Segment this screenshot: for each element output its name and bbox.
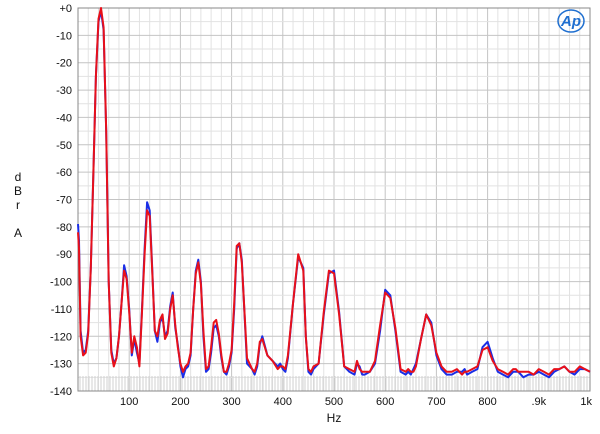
x-tick-label: 500 [325,396,343,408]
y-tick-label: -130 [50,359,72,371]
y-tick-label: -20 [56,58,72,70]
x-tick-label: 1k [580,396,592,408]
x-tick-label: .9k [531,396,546,408]
y-tick-label: -80 [56,222,72,234]
y-tick-label: -100 [50,277,72,289]
y-tick-labels: +0 -10 -20 -30 -40 -50 -60 -70 -80 -90 -100 -110 -12… [50,3,72,398]
plot-frame [77,7,591,392]
y-tick-label: -30 [56,85,72,97]
x-tick-labels: 100 200 300 400 500 600 700 800 .9k 1k [120,396,592,408]
ap-logo-ring [557,9,585,33]
x-tick-label: 200 [171,396,189,408]
y-axis-label-char: d [15,170,22,184]
y-axis-label-char: A [14,226,22,240]
series-line-red [77,7,591,376]
y-tick-label: +0 [59,3,72,15]
ap-logo: Ap [557,9,585,33]
x-tick-label: 700 [427,396,445,408]
y-tick-label: -40 [56,112,72,124]
y-tick-label: -90 [56,249,72,261]
y-tick-label: -50 [56,140,72,152]
y-tick-label: -140 [50,386,72,398]
x-tick-label: 300 [222,396,240,408]
y-tick-label: -110 [51,304,72,316]
y-tick-label: -70 [56,195,72,207]
x-tick-label: 400 [274,396,292,408]
ap-logo-text: Ap [560,13,581,30]
y-axis-label-char: r [16,198,20,212]
grid-lines [78,8,590,391]
noise-floor-hatch [79,375,588,391]
x-tick-label: 800 [478,396,496,408]
y-tick-label: -60 [56,167,72,179]
y-axis-label-char: B [14,184,22,198]
x-axis-label: Hz [327,411,342,425]
y-tick-label: -10 [56,30,72,42]
y-tick-label: -120 [50,331,72,343]
x-tick-label: 600 [376,396,394,408]
x-tick-label: 100 [120,396,138,408]
series-group [77,7,591,379]
